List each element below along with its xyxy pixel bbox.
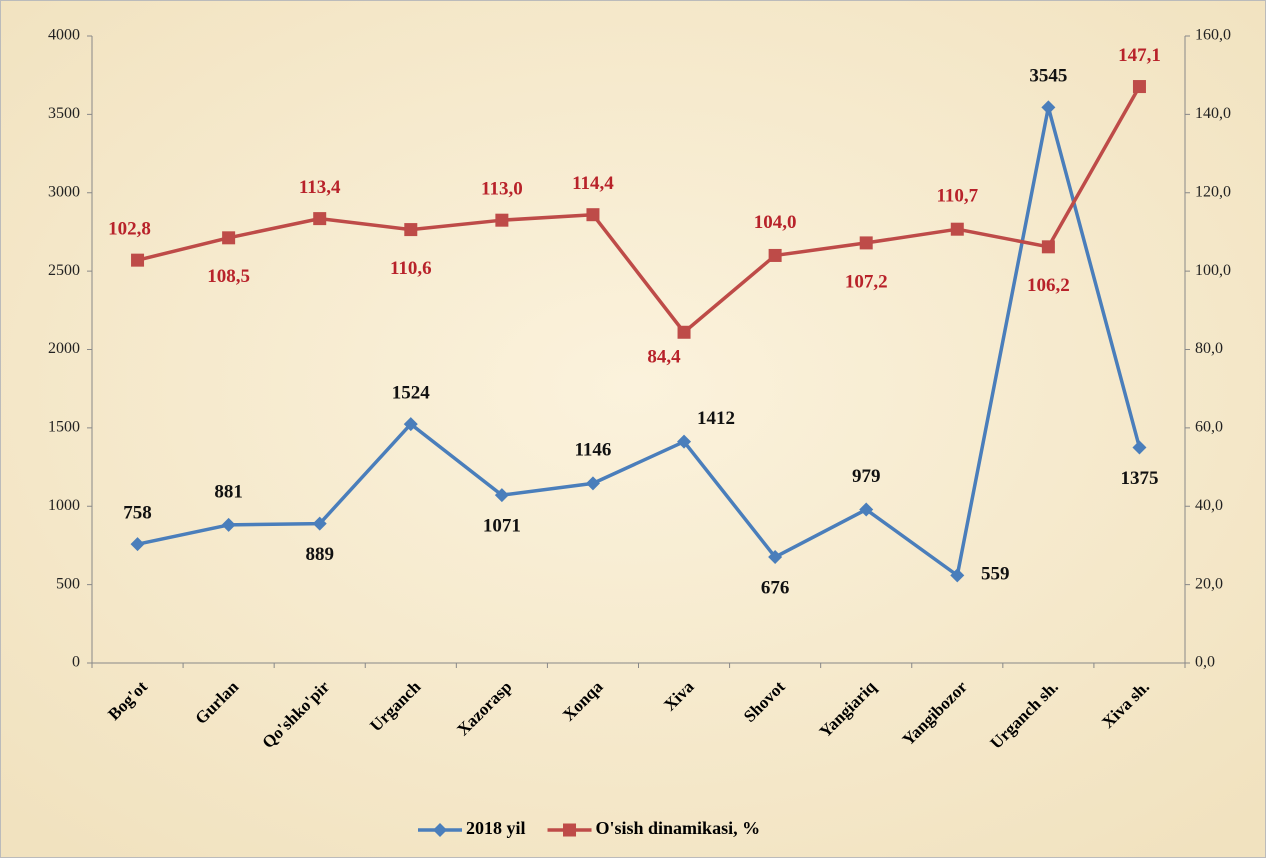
y-tick-label: 1000 <box>48 497 80 514</box>
data-label: 758 <box>123 503 152 524</box>
data-label: 104,0 <box>754 212 797 233</box>
y-tick-label: 3500 <box>48 105 80 122</box>
y-tick-label: 0 <box>72 654 80 671</box>
marker <box>586 208 600 222</box>
series-line <box>137 85 1141 335</box>
marker <box>222 231 236 245</box>
data-label: 113,0 <box>481 179 523 200</box>
data-label: 1071 <box>483 515 521 536</box>
y2-tick-label: 120,0 <box>1195 183 1231 200</box>
data-label: 108,5 <box>207 266 250 287</box>
y-tick-label: 2500 <box>48 262 80 279</box>
data-label: 1524 <box>392 382 431 403</box>
marker <box>495 213 509 227</box>
marker <box>313 212 327 226</box>
legend-label: 2018 yil <box>466 818 526 838</box>
data-label: 889 <box>305 544 334 565</box>
marker <box>221 517 236 532</box>
marker <box>677 325 691 339</box>
data-label: 979 <box>852 466 881 487</box>
data-label: 881 <box>214 481 243 502</box>
data-label: 1412 <box>697 408 735 429</box>
data-label: 110,7 <box>936 186 978 207</box>
y2-tick-label: 0,0 <box>1195 654 1215 671</box>
y-tick-label: 4000 <box>48 27 80 44</box>
marker <box>403 417 418 432</box>
data-label: 84,4 <box>647 347 681 368</box>
legend-marker <box>433 823 447 837</box>
data-label: 110,6 <box>390 258 432 279</box>
marker <box>131 253 145 267</box>
y-tick-label: 1500 <box>48 419 80 436</box>
marker <box>404 223 418 237</box>
y-tick-label: 2000 <box>48 340 80 357</box>
marker <box>1132 440 1147 455</box>
marker <box>859 502 874 517</box>
data-label: 107,2 <box>845 271 888 292</box>
marker <box>859 236 873 250</box>
data-label: 147,1 <box>1118 45 1161 66</box>
data-label: 113,4 <box>299 177 341 198</box>
marker <box>1132 80 1146 94</box>
marker <box>950 568 965 583</box>
y2-tick-label: 140,0 <box>1195 105 1231 122</box>
y-tick-label: 500 <box>56 575 80 592</box>
data-label: 559 <box>981 564 1010 585</box>
data-label: 676 <box>761 577 790 598</box>
marker <box>494 488 509 503</box>
data-label: 1375 <box>1120 468 1158 489</box>
data-label: 3545 <box>1029 66 1067 87</box>
marker <box>950 222 964 236</box>
series-line <box>137 105 1142 578</box>
data-label: 102,8 <box>108 219 151 240</box>
y2-tick-label: 40,0 <box>1195 497 1223 514</box>
marker <box>1041 240 1055 254</box>
data-label: 106,2 <box>1027 275 1070 296</box>
y2-tick-label: 160,0 <box>1195 27 1231 44</box>
marker <box>1041 100 1056 115</box>
marker <box>768 248 782 262</box>
marker <box>130 537 145 552</box>
marker <box>312 516 327 531</box>
marker <box>768 550 783 565</box>
data-label: 114,4 <box>572 173 614 194</box>
legend-marker <box>563 823 577 837</box>
y2-tick-label: 20,0 <box>1195 575 1223 592</box>
marker <box>677 434 692 449</box>
marker <box>585 476 600 491</box>
legend-label: O'sish dinamikasi, % <box>596 818 761 838</box>
y2-tick-label: 80,0 <box>1195 340 1223 357</box>
data-label: 1146 <box>574 440 611 461</box>
y-tick-label: 3000 <box>48 183 80 200</box>
y2-tick-label: 100,0 <box>1195 262 1231 279</box>
y2-tick-label: 60,0 <box>1195 419 1223 436</box>
